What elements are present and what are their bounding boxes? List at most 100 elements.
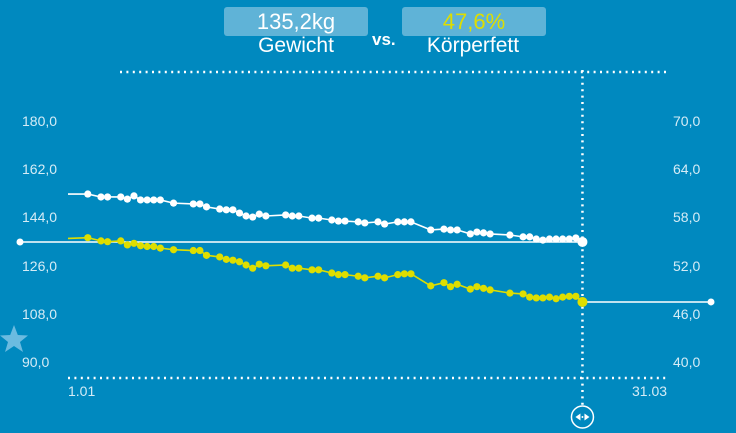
weight-data-point[interactable] [519,233,527,241]
weight-data-point[interactable] [117,193,125,201]
fat-data-point[interactable] [361,274,369,282]
weight-data-point[interactable] [552,235,560,243]
weight-data-point[interactable] [169,199,178,207]
weight-data-point[interactable] [577,236,588,247]
fat-data-point[interactable] [519,290,527,298]
fat-data-point[interactable] [526,293,534,301]
fat-data-point[interactable] [427,282,435,290]
fat-data-point[interactable] [354,272,362,280]
weight-data-point[interactable] [545,235,554,243]
weight-data-point[interactable] [394,218,402,226]
fat-data-point[interactable] [446,283,455,291]
fat-data-point[interactable] [288,264,296,272]
weight-data-point[interactable] [282,211,290,219]
weight-data-point[interactable] [446,226,455,234]
fat-data-point[interactable] [189,246,197,255]
fat-data-point[interactable] [282,261,290,269]
weight-data-point[interactable] [222,206,230,214]
weight-data-point[interactable] [341,217,349,225]
fat-data-point[interactable] [255,260,263,268]
fat-data-point[interactable] [473,283,481,291]
fat-data-point[interactable] [479,284,488,292]
weight-data-point[interactable] [143,196,151,204]
fat-data-point[interactable] [235,258,244,266]
weight-data-point[interactable] [427,226,435,234]
weight-data-point[interactable] [249,213,257,221]
weight-data-point[interactable] [400,218,408,226]
weight-data-point[interactable] [242,212,250,220]
fat-data-point[interactable] [229,256,237,264]
fat-data-point[interactable] [150,242,158,251]
fat-data-point[interactable] [532,294,540,302]
fat-data-point[interactable] [242,261,250,269]
fat-data-point[interactable] [440,279,448,287]
fat-data-point[interactable] [545,293,554,301]
weight-data-point[interactable] [380,220,389,228]
weight-data-point[interactable] [374,218,382,226]
weight-data-point[interactable] [539,236,547,244]
fat-data-point[interactable] [130,239,138,247]
fat-data-point[interactable] [334,271,343,279]
fat-data-point[interactable] [136,242,145,250]
fat-data-point[interactable] [400,270,408,278]
fat-data-point[interactable] [103,238,112,246]
weight-data-point[interactable] [440,225,448,233]
fat-data-point[interactable] [123,241,131,249]
fat-data-point[interactable] [262,262,270,270]
weight-data-point[interactable] [486,230,494,238]
fat-data-point[interactable] [84,234,92,242]
fat-data-point[interactable] [453,280,461,288]
weight-data-point[interactable] [453,226,461,234]
weight-data-point[interactable] [407,218,415,226]
star-icon[interactable] [0,325,28,352]
weight-data-point[interactable] [202,203,211,211]
fat-data-point[interactable] [295,264,303,272]
fat-data-point[interactable] [394,271,402,279]
weight-data-point[interactable] [308,214,316,222]
fat-data-point[interactable] [486,286,494,294]
weight-data-point[interactable] [565,235,573,243]
weight-data-point[interactable] [262,212,270,220]
weight-data-point[interactable] [216,205,224,213]
fat-data-point[interactable] [559,293,567,301]
weight-data-point[interactable] [506,231,514,239]
fat-data-point[interactable] [156,244,164,252]
fat-data-point[interactable] [143,242,151,251]
weight-data-point[interactable] [315,214,323,222]
weight-data-point[interactable] [189,200,197,208]
fat-data-point[interactable] [222,255,230,263]
weight-data-point[interactable] [361,219,369,227]
fat-data-point[interactable] [577,296,588,307]
fat-data-point[interactable] [539,294,547,302]
fat-data-point[interactable] [407,270,415,278]
fat-data-point[interactable] [341,271,349,279]
fat-data-point[interactable] [565,292,573,300]
weight-data-point[interactable] [136,196,145,204]
fat-data-point[interactable] [117,237,125,245]
fat-data-point[interactable] [202,251,211,259]
weight-data-point[interactable] [354,218,362,226]
weight-data-point[interactable] [334,217,343,225]
fat-data-point[interactable] [169,246,178,254]
weight-data-point[interactable] [479,229,488,237]
fat-data-point[interactable] [374,272,382,280]
weight-data-point[interactable] [123,195,131,203]
fat-data-point[interactable] [97,237,105,245]
weight-data-point[interactable] [295,212,303,220]
weight-data-point[interactable] [288,212,296,220]
weight-data-point[interactable] [130,192,138,200]
weight-data-point[interactable] [235,209,244,217]
weight-data-point[interactable] [156,196,164,204]
fat-data-point[interactable] [552,295,560,303]
fat-data-point[interactable] [380,274,389,282]
weight-data-point[interactable] [328,216,336,224]
fat-data-point[interactable] [572,292,580,300]
weight-data-point[interactable] [84,190,92,198]
fat-data-point[interactable] [315,266,323,274]
weight-data-point[interactable] [532,235,540,243]
fat-data-point[interactable] [249,264,257,272]
fat-data-point[interactable] [328,269,336,277]
fat-data-point[interactable] [308,266,316,274]
fat-data-point[interactable] [216,253,224,261]
